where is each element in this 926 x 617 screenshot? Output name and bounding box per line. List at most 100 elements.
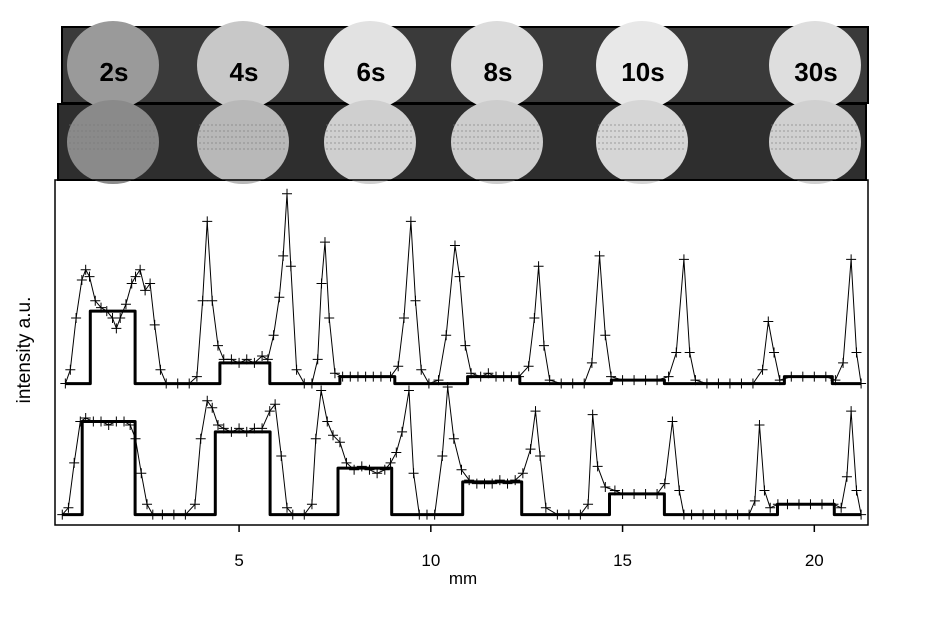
data-point — [397, 426, 408, 437]
x-tick-label: 5 — [234, 551, 243, 570]
data-point — [674, 485, 685, 496]
data-point — [191, 371, 202, 382]
data-point — [155, 364, 166, 375]
sample-spot — [197, 21, 289, 109]
data-point — [851, 485, 862, 496]
data-point — [189, 499, 200, 510]
axes-frame — [54, 179, 869, 526]
data-point — [405, 216, 416, 227]
data-point — [136, 468, 147, 479]
data-point — [487, 478, 498, 489]
data-point — [851, 347, 862, 358]
sample-spot — [451, 100, 543, 184]
exposure-label: 8s — [484, 57, 513, 87]
exposure-label: 4s — [230, 57, 259, 87]
data-point — [312, 354, 323, 365]
data-point — [540, 502, 551, 513]
data-point — [659, 478, 670, 489]
data-point — [322, 416, 333, 427]
data-point — [391, 447, 402, 458]
data-point — [678, 254, 689, 265]
data-point — [448, 433, 459, 444]
sample-spot — [769, 100, 861, 184]
data-point — [115, 313, 126, 323]
data-point — [207, 295, 218, 306]
y-axis-label: intensity a.u. — [14, 297, 35, 404]
data-point — [525, 444, 536, 455]
data-point — [529, 313, 540, 323]
sample-spot — [596, 100, 688, 184]
series-line — [62, 420, 862, 517]
data-point — [306, 499, 317, 510]
data-point — [456, 464, 467, 475]
data-point — [600, 330, 611, 341]
data-point — [398, 313, 409, 323]
x-tick-label: 10 — [421, 551, 440, 570]
data-point — [324, 313, 335, 323]
data-point — [671, 347, 682, 358]
data-point — [274, 292, 285, 303]
data-point — [538, 340, 549, 351]
data-point — [836, 502, 847, 513]
data-point — [403, 385, 414, 396]
data-point — [282, 502, 293, 513]
data-point — [663, 371, 674, 382]
data-point — [769, 347, 780, 358]
exposure-label: 6s — [357, 57, 386, 87]
data-point — [310, 433, 321, 444]
data-point — [319, 237, 330, 248]
data-point — [111, 323, 122, 334]
data-point — [416, 364, 427, 375]
data-point — [523, 361, 534, 372]
data-point — [69, 457, 80, 468]
data-point — [460, 340, 471, 351]
data-point — [142, 499, 153, 510]
sample-spot — [67, 100, 159, 184]
data-point — [257, 350, 268, 361]
exposure-label: 2s — [100, 57, 129, 87]
data-point — [126, 278, 137, 289]
data-point — [63, 502, 74, 513]
data-point — [316, 278, 327, 289]
data-point — [765, 502, 776, 513]
sample-spot — [596, 21, 688, 109]
data-point — [202, 395, 213, 406]
data-point — [120, 299, 131, 310]
data-point — [454, 271, 465, 282]
data-point — [65, 364, 76, 375]
sample-spot — [769, 21, 861, 109]
data-point — [586, 357, 597, 368]
data-point — [195, 433, 206, 444]
sample-spot — [324, 21, 416, 109]
data-point — [349, 464, 360, 475]
data-point — [334, 437, 345, 448]
data-point — [530, 406, 541, 417]
data-point — [291, 364, 302, 375]
data-point — [328, 430, 339, 441]
data-point — [80, 264, 91, 275]
data-point — [202, 216, 213, 227]
data-point — [379, 464, 390, 475]
data-point — [135, 264, 146, 275]
data-point — [437, 451, 448, 461]
data-point — [667, 416, 678, 427]
exposure-label: 30s — [794, 57, 837, 87]
data-point — [90, 295, 101, 306]
data-point — [759, 485, 770, 496]
data-point — [145, 278, 156, 289]
data-point — [212, 340, 223, 351]
data-point — [535, 451, 546, 461]
data-point — [749, 495, 760, 506]
x-axis-label: mm — [449, 569, 477, 588]
data-point — [341, 457, 352, 468]
data-point — [264, 406, 275, 417]
data-point — [270, 399, 281, 410]
data-point — [316, 385, 327, 396]
data-point — [494, 475, 505, 486]
data-point — [517, 468, 528, 479]
data-point — [140, 285, 151, 296]
data-point — [130, 271, 141, 282]
data-point — [464, 475, 475, 486]
data-point — [282, 188, 293, 199]
